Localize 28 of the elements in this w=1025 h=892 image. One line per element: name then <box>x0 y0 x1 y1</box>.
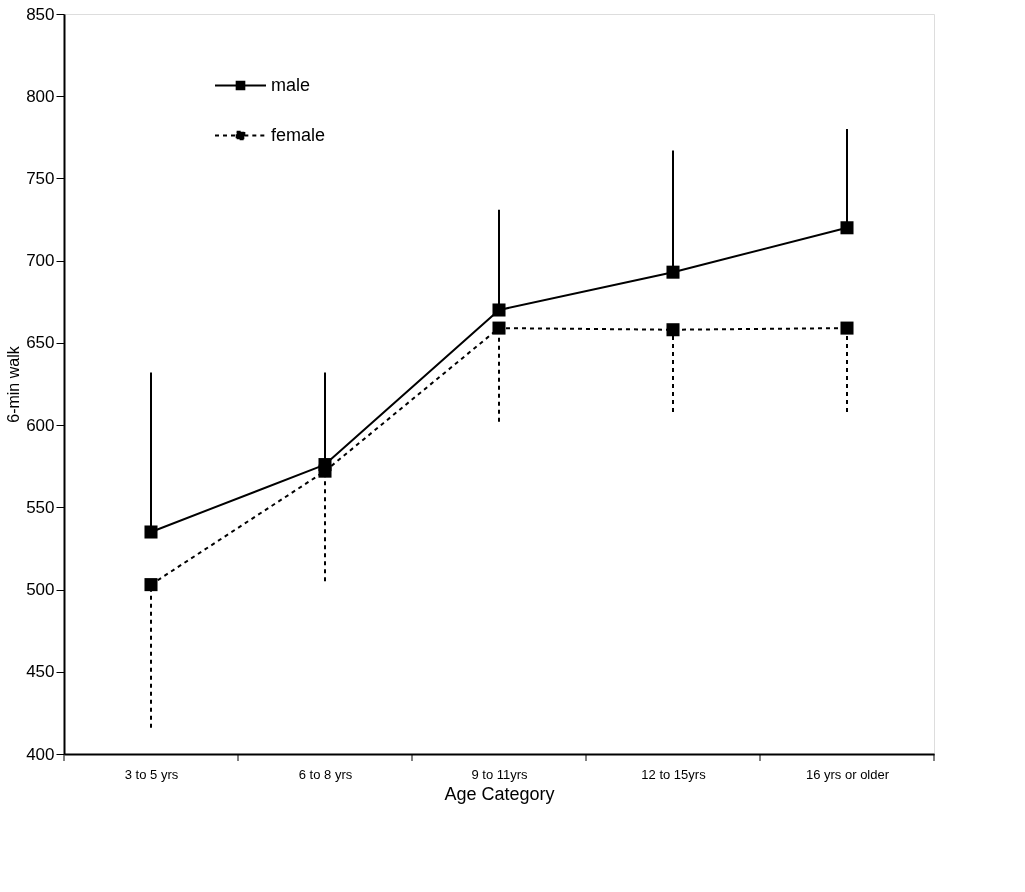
point <box>144 578 158 592</box>
x-tick-label: 16 yrs or older <box>805 766 890 782</box>
y-tick-label: 450 <box>26 662 55 682</box>
x-tick-label: 9 to 11yrs <box>471 766 529 782</box>
x-tick-label: 12 to 15yrs <box>641 766 707 782</box>
point <box>840 321 854 335</box>
y-tick-label: 800 <box>26 86 55 106</box>
y-tick-label: 600 <box>26 415 55 435</box>
point <box>144 525 158 539</box>
x-axis-title: Age Category <box>444 783 555 804</box>
y-tick-label: 550 <box>26 497 55 517</box>
y-tick-label: 650 <box>26 333 55 353</box>
point <box>666 323 680 337</box>
legend-label: male <box>271 74 311 95</box>
point <box>666 265 680 279</box>
point <box>318 464 332 478</box>
x-tick-label: 3 to 5 yrs <box>124 766 179 782</box>
y-tick-label: 700 <box>26 251 55 271</box>
y-tick-label: 850 <box>26 4 55 24</box>
point <box>840 221 854 235</box>
y-tick-label: 500 <box>26 580 55 600</box>
y-tick-label: 750 <box>26 168 55 188</box>
point <box>492 321 506 335</box>
y-axis-title: 6-min walk <box>5 345 23 423</box>
legend-label: female <box>271 124 326 145</box>
x-tick-label: 6 to 8 yrs <box>298 766 353 782</box>
point <box>492 303 506 317</box>
y-tick-label: 400 <box>26 744 55 764</box>
